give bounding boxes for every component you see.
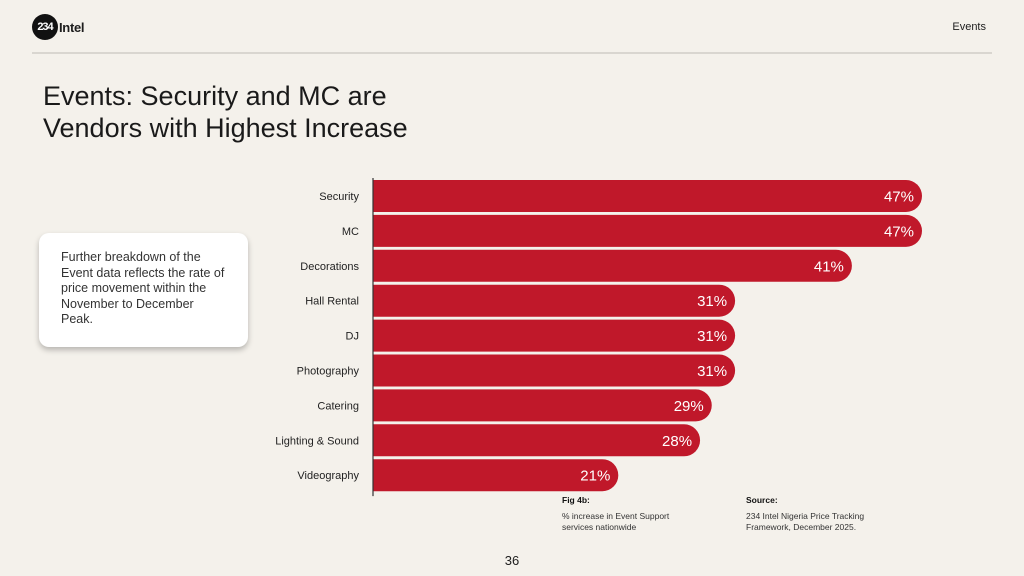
value-label: 29% [674,398,704,415]
logo: 234 Intel [32,14,85,40]
category-label: MC [342,226,359,238]
header-divider [32,52,992,54]
value-label: 47% [884,223,914,240]
fig-label: Fig 4b: [562,495,590,505]
source-label: Source: [746,495,778,505]
value-label: 31% [697,363,727,380]
page-number: 36 [504,553,520,568]
bar [373,319,736,352]
bar [373,389,712,422]
source-caption: Source: 234 Intel Nigeria Price Tracking… [746,495,886,533]
callout-card: Further breakdown of the Event data refl… [39,233,248,347]
category-label: Hall Rental [305,296,359,308]
logo-mark: 234 [32,14,58,40]
bar [373,424,701,457]
value-label: 31% [697,293,727,310]
fig-text: % increase in Event Support services nat… [562,511,670,532]
page-title: Events: Security and MC are Vendors with… [43,81,408,143]
bar [373,284,736,317]
value-label: 21% [580,468,610,485]
logo-text: Intel [59,19,85,35]
bar [373,214,922,247]
bar [373,249,852,282]
category-label: Security [319,191,359,203]
bar [373,180,922,212]
category-label: Lighting & Sound [275,435,359,447]
category-label: DJ [346,331,359,343]
value-label: 41% [814,258,844,275]
bar [373,354,736,387]
value-label: 31% [697,328,727,345]
category-label: Catering [317,400,359,412]
category-label: Videography [297,470,359,482]
bar [373,459,619,492]
value-label: 28% [662,433,692,450]
category-label: Decorations [300,261,359,273]
figure-caption: Fig 4b: % increase in Event Support serv… [562,495,692,533]
section-label: Events [952,21,986,33]
source-text: 234 Intel Nigeria Price Tracking Framewo… [746,511,865,532]
value-label: 47% [884,189,914,206]
category-label: Photography [297,366,360,378]
